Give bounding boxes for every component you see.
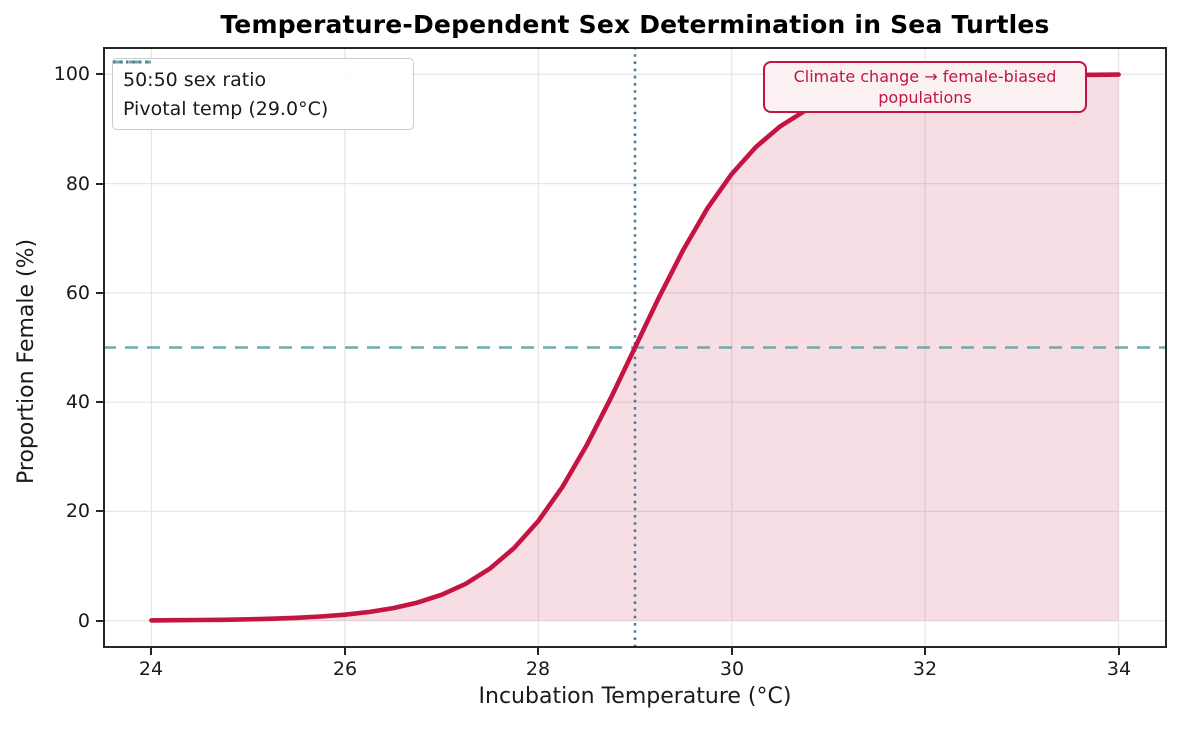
y-tick-label-20: 20 [65,500,90,522]
legend-item-sex-ratio[interactable]: 50:50 sex ratio [113,60,403,94]
plot-canvas [103,47,1167,648]
x-tick-label-24: 24 [138,658,164,680]
x-tick-mark-28 [537,648,539,655]
y-tick-label-80: 80 [65,173,90,195]
annotation-line-2: populations [878,88,972,107]
x-tick-label-28: 28 [525,658,551,680]
legend-label-sex-ratio: 50:50 sex ratio [123,68,267,91]
x-tick-label-26: 26 [332,658,358,680]
y-tick-mark-0 [96,620,103,622]
x-axis-label: Incubation Temperature (°C) [478,684,792,709]
y-tick-label-60: 60 [65,282,90,304]
y-tick-label-40: 40 [65,391,90,413]
x-tick-label-30: 30 [719,658,745,680]
x-tick-mark-34 [1118,648,1120,655]
dotted-line-icon [113,60,151,64]
x-tick-mark-32 [924,648,926,655]
legend-label-pivotal-temp: Pivotal temp (29.0°C) [123,97,329,120]
legend[interactable]: 50:50 sex ratio Pivotal temp (29.0°C) [112,58,414,130]
dashed-line-icon [113,60,151,64]
y-tick-label-100: 100 [53,63,90,85]
y-axis-label: Proportion Female (%) [14,238,39,484]
chart-title: Temperature-Dependent Sex Determination … [220,10,1050,39]
axes-frame [103,47,1167,648]
x-tick-label-34: 34 [1106,658,1132,680]
y-tick-mark-20 [96,510,103,512]
y-tick-mark-60 [96,292,103,294]
y-tick-mark-100 [96,73,103,75]
y-tick-mark-80 [96,183,103,185]
x-tick-mark-26 [344,648,346,655]
annotation-line-1: Climate change → female-biased [793,67,1057,86]
y-tick-mark-40 [96,401,103,403]
plot-area: 50:50 sex ratio Pivotal temp (29.0°C) Cl… [103,47,1167,648]
annotation-climate-change: Climate change → female-biased populatio… [763,61,1087,113]
x-tick-mark-24 [150,648,152,655]
x-tick-mark-30 [731,648,733,655]
y-tick-label-0: 0 [77,610,90,632]
x-tick-label-32: 32 [912,658,938,680]
legend-item-pivotal-temp[interactable]: Pivotal temp (29.0°C) [113,60,403,123]
